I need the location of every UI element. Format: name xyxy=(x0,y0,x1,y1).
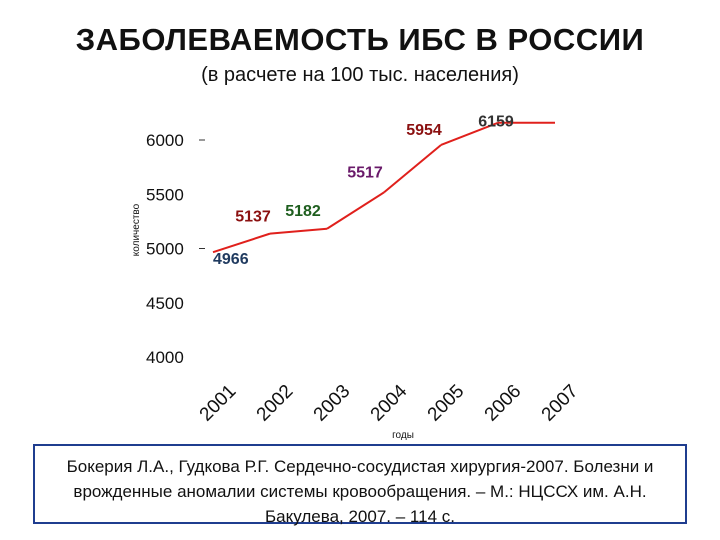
data-label: 5954 xyxy=(406,122,442,139)
chart-subtitle: (в расчете на 100 тыс. населения) xyxy=(201,64,519,86)
data-label: 4966 xyxy=(213,251,249,268)
series-line-segment xyxy=(212,232,271,254)
y-tick-label: 4000 xyxy=(146,348,184,367)
y-axis-label: количество xyxy=(131,203,142,256)
data-label: 5137 xyxy=(235,209,271,226)
x-tick-label: 2003 xyxy=(310,381,355,426)
x-tick-label: 2002 xyxy=(253,381,298,426)
series-line-segment xyxy=(440,121,499,146)
page-title: ЗАБОЛЕВАЕМОСТЬ ИБС В РОССИИ xyxy=(75,22,645,57)
data-label: 5517 xyxy=(347,164,383,181)
x-tick-label: 2005 xyxy=(424,381,469,426)
series-line-segment xyxy=(269,227,328,235)
series-line-segment xyxy=(326,191,385,230)
data-label: 6159 xyxy=(478,114,514,131)
x-tick-label: 2004 xyxy=(367,380,412,425)
y-tick-label: 6000 xyxy=(146,131,184,150)
x-axis-label: годы xyxy=(392,430,414,440)
y-tick-label: 5000 xyxy=(146,240,184,259)
data-label: 5182 xyxy=(285,203,321,220)
y-tick-label: 4500 xyxy=(146,294,184,313)
y-tick-label: 5500 xyxy=(146,185,184,204)
series-line-segment xyxy=(383,144,442,194)
x-tick-label: 2006 xyxy=(481,381,526,426)
x-tick-label: 2001 xyxy=(196,381,241,426)
source-citation: Бокерия Л.А., Гудкова Р.Г. Сердечно-сосу… xyxy=(33,444,687,526)
x-tick-label: 2007 xyxy=(538,381,583,426)
chart-area: 4000 4500 5000 5500 6000 количество 2001 2002 20… xyxy=(131,114,583,440)
